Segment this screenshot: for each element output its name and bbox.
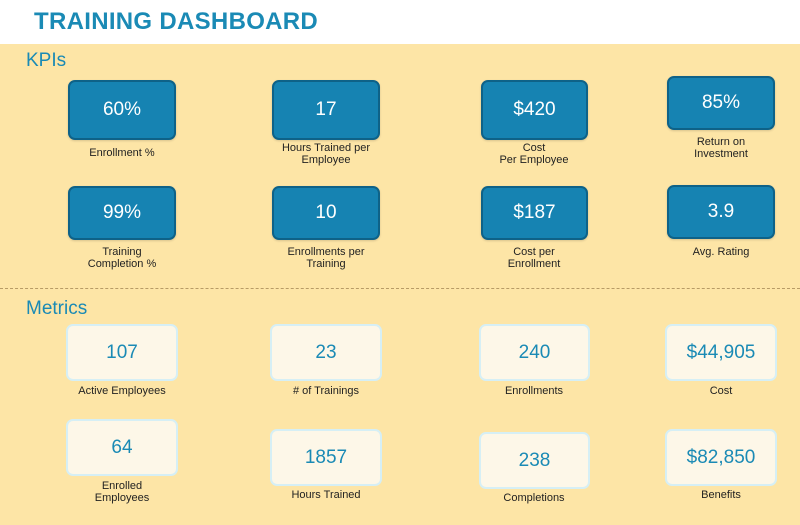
metric-card-num-trainings[interactable]: 23 [270,324,382,381]
metric-card-completions[interactable]: 238 [479,432,590,489]
kpi-value: 10 [315,202,337,223]
kpi-label-cost-per-employee: Cost Per Employee [499,142,569,166]
metric-value: 240 [518,341,551,363]
kpi-value: 99% [102,202,142,223]
kpi-card-enrollments-per-training[interactable]: 10 [272,186,380,240]
kpi-card-cost-per-employee[interactable]: $420 [481,80,588,140]
kpi-label-training-completion: Training Completion % [87,246,157,270]
dashboard-header: TRAINING DASHBOARD [0,0,800,44]
kpis-section-title: KPIs [26,50,67,71]
kpi-value: 17 [315,99,337,120]
metric-card-enrolled-employees[interactable]: 64 [66,419,178,476]
metric-label-enrolled-employees: Enrolled Employees [94,480,150,504]
page-title: TRAINING DASHBOARD [34,8,319,35]
kpi-value: 60% [102,99,142,120]
kpi-card-enrollment-percent[interactable]: 60% [68,80,176,140]
metric-card-hours-trained[interactable]: 1857 [270,429,382,486]
kpi-value: $420 [513,99,556,120]
metrics-section-title: Metrics [26,298,88,319]
metric-label-benefits: Benefits [701,489,741,501]
metric-card-enrollments[interactable]: 240 [479,324,590,381]
kpi-label-hours-per-employee: Hours Trained per Employee [281,142,371,166]
metric-value: $44,905 [686,341,756,363]
metric-label-completions: Completions [503,492,565,504]
metric-label-enrollments: Enrollments [504,385,564,397]
kpi-value: 85% [701,92,741,113]
kpi-card-training-completion[interactable]: 99% [68,186,176,240]
metric-label-active-employees: Active Employees [78,385,166,397]
dashboard-panel: KPIs 60% Enrollment % 17 Hours Trained p… [0,44,800,525]
kpi-value: 3.9 [707,201,735,222]
kpi-card-return-on-investment[interactable]: 85% [667,76,775,130]
metric-label-num-trainings: # of Trainings [292,385,360,397]
metric-card-active-employees[interactable]: 107 [66,324,178,381]
metric-card-cost[interactable]: $44,905 [665,324,777,381]
metric-value: 238 [518,449,551,471]
metric-value: 107 [106,341,138,363]
metric-value: $82,850 [686,446,756,468]
kpi-card-hours-per-employee[interactable]: 17 [272,80,380,140]
metric-value: 64 [111,436,133,458]
section-divider [0,288,800,289]
metric-value: 23 [315,341,337,363]
kpi-label-avg-rating: Avg. Rating [692,246,750,258]
kpi-label-return-on-investment: Return on Investment [694,136,748,160]
metric-label-hours-trained: Hours Trained [291,489,361,501]
kpi-label-enrollment-percent: Enrollment % [89,147,155,159]
kpi-label-cost-per-enrollment: Cost per Enrollment [507,246,561,270]
metric-card-benefits[interactable]: $82,850 [665,429,777,486]
kpi-label-enrollments-per-training: Enrollments per Training [287,246,365,270]
kpi-card-avg-rating[interactable]: 3.9 [667,185,775,239]
metric-value: 1857 [304,446,348,468]
metric-label-cost: Cost [709,385,733,397]
kpi-card-cost-per-enrollment[interactable]: $187 [481,186,588,240]
kpi-value: $187 [513,202,556,223]
